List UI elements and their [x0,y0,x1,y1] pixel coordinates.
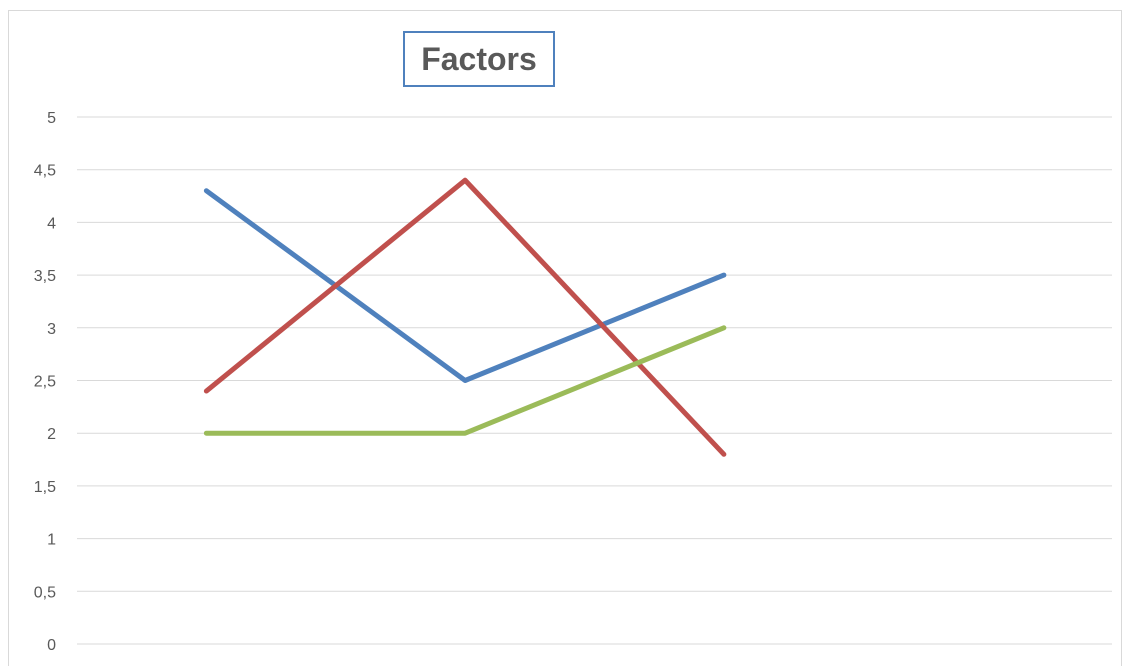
y-tick-label: 4,5 [34,163,56,180]
y-tick-label: 0,5 [34,584,56,601]
y-tick-label: 5 [47,110,56,127]
chart-title-box: Factors [403,31,555,87]
y-tick-label: 1,5 [34,479,56,496]
y-tick-label: 3,5 [34,268,56,285]
y-tick-label: 3 [47,321,56,338]
y-tick-label: 1 [47,532,56,549]
series-line-1 [203,188,727,383]
y-tick-label: 2,5 [34,374,56,391]
data-series [203,177,727,457]
chart-title: Factors [421,40,537,77]
gridlines [77,116,1112,645]
y-tick-label: 2 [47,426,56,443]
y-tick-label: 4 [47,215,56,232]
y-axis-tick-labels: 0 0,5 1 1,5 2 2,5 3 3,5 4 4,5 5 [34,110,56,654]
series-line-2 [203,177,727,457]
series-line-3 [203,325,727,436]
y-tick-label: 0 [47,637,56,654]
